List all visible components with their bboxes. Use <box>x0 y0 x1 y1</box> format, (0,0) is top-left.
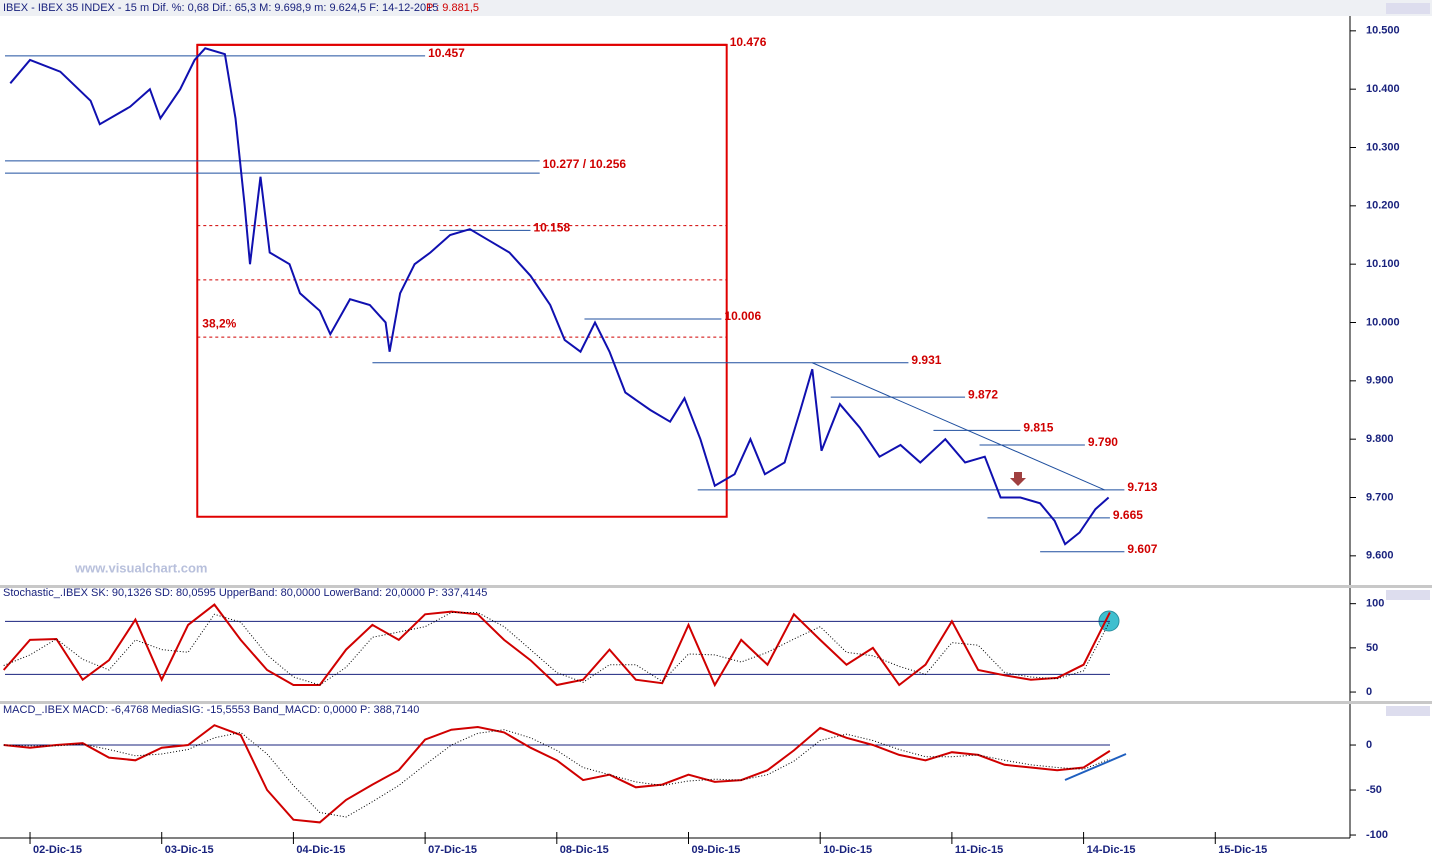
x-tick-label: 11-Dic-15 <box>955 844 1003 856</box>
window-buttons[interactable] <box>1386 590 1430 600</box>
header-price: P : 9.881,5 <box>426 2 479 14</box>
y-tick-label: 9.900 <box>1366 375 1394 387</box>
level-label: 10.277 / 10.256 <box>543 157 627 171</box>
watermark: www.visualchart.com <box>74 560 207 575</box>
y-tick-label: 0 <box>1366 686 1372 698</box>
y-tick-label: 9.700 <box>1366 491 1394 503</box>
x-tick-label: 04-Dic-15 <box>296 844 345 856</box>
header-bar <box>0 0 1432 16</box>
series-line <box>3 729 1111 818</box>
y-tick-label: -50 <box>1366 784 1382 796</box>
range-box <box>196 43 728 518</box>
level-label: 9.815 <box>1023 421 1053 435</box>
level-label: 9.607 <box>1127 542 1157 556</box>
x-tick-label: 07-Dic-15 <box>428 844 477 856</box>
header-text: IBEX - IBEX 35 INDEX - 15 m Dif. %: 0,68… <box>3 2 438 14</box>
x-tick-label: 02-Dic-15 <box>33 844 82 856</box>
y-tick-label: -100 <box>1366 829 1388 841</box>
series-line <box>9 47 1110 546</box>
macd-trendline <box>1064 753 1127 781</box>
level-label: 9.790 <box>1088 435 1118 449</box>
panel-title: Stochastic_.IBEX SK: 90,1326 SD: 80,0595… <box>3 587 487 599</box>
level-label: 9.872 <box>968 387 998 401</box>
x-tick-label: 03-Dic-15 <box>165 844 214 856</box>
y-tick-label: 10.200 <box>1366 200 1400 212</box>
y-tick-label: 100 <box>1366 598 1384 610</box>
panel-title: MACD_.IBEX MACD: -6,4768 MediaSIG: -15,5… <box>3 704 419 716</box>
level-label: 9.665 <box>1113 508 1143 522</box>
y-tick-label: 9.600 <box>1366 550 1394 562</box>
level-label: 10.006 <box>724 309 761 323</box>
level-label: 10.476 <box>730 35 767 49</box>
window-buttons[interactable] <box>1386 3 1430 14</box>
fib-note: 38,2% <box>202 316 236 330</box>
x-tick-label: 15-Dic-15 <box>1218 844 1267 856</box>
panel-separator <box>0 585 1432 588</box>
y-tick-label: 0 <box>1366 739 1372 751</box>
series-line <box>3 612 1111 686</box>
x-tick-label: 14-Dic-15 <box>1087 844 1136 856</box>
y-tick-label: 9.800 <box>1366 433 1394 445</box>
x-tick-label: 09-Dic-15 <box>691 844 740 856</box>
arrow-marker <box>1010 472 1026 486</box>
y-tick-label: 50 <box>1366 642 1378 654</box>
panel-separator <box>0 701 1432 704</box>
y-tick-label: 10.400 <box>1366 83 1400 95</box>
series-line <box>3 724 1111 824</box>
level-label: 9.713 <box>1127 480 1157 494</box>
y-tick-label: 10.100 <box>1366 258 1400 270</box>
level-label: 10.158 <box>533 221 570 235</box>
level-label: 10.457 <box>428 46 465 60</box>
x-tick-label: 10-Dic-15 <box>823 844 872 856</box>
level-label: 9.931 <box>911 353 941 367</box>
series-line <box>2 603 1111 688</box>
window-buttons[interactable] <box>1386 706 1430 716</box>
y-tick-label: 10.500 <box>1366 25 1400 37</box>
trendline <box>812 362 1105 491</box>
y-tick-label: 10.300 <box>1366 141 1400 153</box>
x-tick-label: 08-Dic-15 <box>560 844 609 856</box>
y-tick-label: 10.000 <box>1366 316 1400 328</box>
